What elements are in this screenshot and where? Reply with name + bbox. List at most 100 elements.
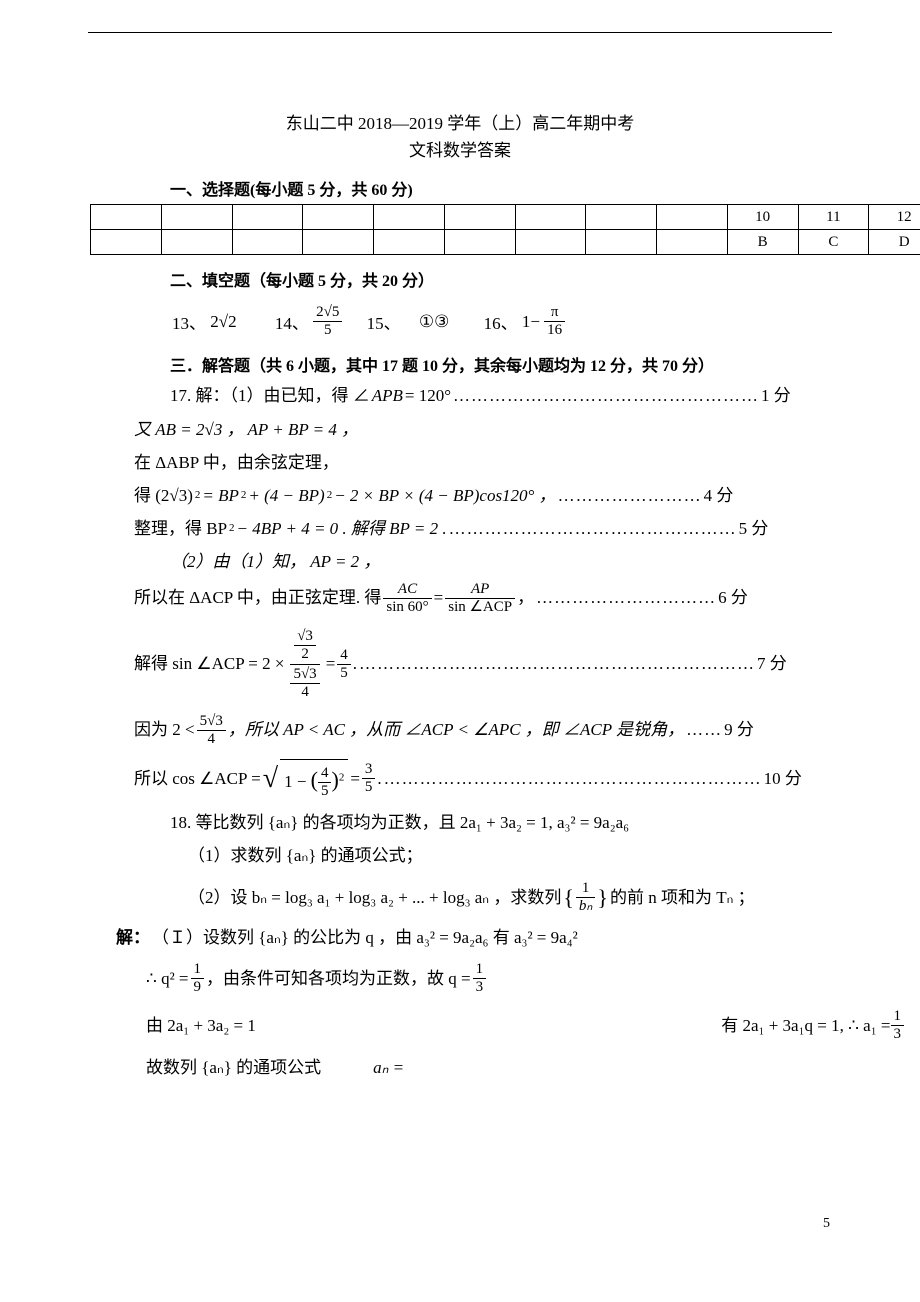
score: 5 分 [739, 515, 769, 542]
table-cell [444, 205, 515, 230]
num: 5√3 [197, 714, 226, 731]
den: 3 [473, 979, 487, 995]
dots: ………………………… [536, 584, 716, 611]
frac: 5√3 4 [197, 714, 226, 747]
text: − 2 × BP × (4 − BP)cos120° ， [334, 482, 555, 509]
text: ，所以 AP < AC ，从而 ∠ACP < ∠APC ，即 ∠ACP 是锐角， [228, 716, 684, 743]
score: 9 分 [724, 716, 754, 743]
frac: 1 3 [473, 962, 487, 995]
q18-l2: （1）求数列 {aₙ} 的通项公式； [188, 842, 820, 869]
den: 9 [191, 979, 205, 995]
den: 5 [337, 665, 351, 681]
text: 故数列 {aₙ} 的通项公式 [146, 1054, 321, 1081]
sup: 2 [195, 487, 201, 505]
num: √3 [294, 629, 316, 646]
right-part: 有 2a₁ + 3a₁q = 1, ∴ a₁ = 1 3 [721, 1009, 904, 1042]
num: AP [445, 582, 515, 599]
text: + (4 − BP) [248, 482, 324, 509]
page-number: 5 [823, 1216, 830, 1232]
text: 所以 cos ∠ACP = [134, 765, 261, 792]
num: 5√3 [290, 667, 319, 684]
table-cell: D [869, 230, 920, 255]
answer-table: 10 11 12 B C D [90, 204, 920, 255]
table-cell [91, 205, 162, 230]
fill-answers: 13、 2√2 14、 2√5 5 15、 ①③ 16、 1− π 16 [172, 305, 860, 338]
section1-heading: 一、选择题(每小题 5 分，共 60 分) [170, 176, 860, 200]
text: = [350, 765, 360, 792]
q17-l5: 整理，得 BP2 − 4BP + 4 = 0 . 解得 BP = 2 . ………… [134, 515, 820, 542]
q13-label: 13、 [172, 309, 206, 334]
frac: 4 5 [337, 648, 351, 681]
score: 6 分 [718, 584, 748, 611]
table-row: 10 11 12 [91, 205, 920, 230]
den: 5 [318, 783, 332, 799]
text: （2）设 bₙ = log₃ a₁ + log₃ a₂ + ... + log₃… [188, 884, 561, 911]
brace-icon: { [563, 888, 574, 908]
doc-title: 东山二中 2018—2019 学年（上）高二年期中考 [60, 110, 860, 137]
q16-value: π 16 [544, 305, 565, 338]
inner-frac: √3 2 [294, 629, 316, 662]
sqrt-body: 1 − (45)2 [280, 759, 348, 800]
table-cell [232, 205, 303, 230]
text: 18. 等比数列 {aₙ} 的各项均为正数，且 2a₁ + 3a₂ = 1, a… [170, 809, 629, 836]
q17-block: 17. 解：（1）由已知，得 ∠ APB = 120° ………………………………… [170, 382, 820, 799]
table-cell: 10 [727, 205, 798, 230]
complex-frac: √3 2 5√3 4 [286, 629, 323, 700]
q16-den: 16 [544, 322, 565, 338]
q18-block: 18. 等比数列 {aₙ} 的各项均为正数，且 2a₁ + 3a₂ = 1, a… [170, 809, 820, 914]
q17-l2: 又 AB = 2√3 ， AP + BP = 4 ， [134, 416, 820, 443]
q17-l6: （2）由（1）知， AP = 2 ， [170, 548, 820, 575]
q18-s2: ∴ q² = 1 9 ，由条件可知各项均为正数，故 q = 1 3 [146, 962, 820, 995]
q18-s1: 解： （Ｉ）设数列 {aₙ} 的公比为 q ，由 a₃² = 9a₂a₆ 有 a… [116, 924, 820, 951]
den: 2 [294, 646, 316, 662]
text: = BP [202, 482, 239, 509]
table-cell [161, 205, 232, 230]
table-cell [303, 230, 374, 255]
q13-value: 2√2 [210, 312, 236, 332]
q18-s3: 由 2a₁ + 3a₂ = 1 有 2a₁ + 3a₁q = 1, ∴ a₁ =… [146, 1009, 906, 1042]
q17-l9: 因为 2 < 5√3 4 ，所以 AP < AC ，从而 ∠ACP < ∠APC… [134, 714, 820, 747]
text: 整理，得 BP [134, 515, 227, 542]
den: 3 [891, 1026, 905, 1042]
text: APB [372, 382, 403, 409]
inner-frac: 5√3 4 [290, 667, 319, 700]
den: 5 [362, 779, 376, 795]
top-rule [88, 32, 832, 33]
frac: AC sin 60° [383, 582, 431, 615]
table-cell [374, 205, 445, 230]
section3-heading: 三．解答题（共 6 小题，其中 17 题 10 分，其余每小题均为 12 分，共… [170, 352, 860, 376]
frac: AP sin ∠ACP [445, 582, 515, 615]
table-cell [515, 230, 586, 255]
table-cell [515, 205, 586, 230]
doc-subtitle: 文科数学答案 [60, 137, 860, 164]
page: 东山二中 2018—2019 学年（上）高二年期中考 文科数学答案 一、选择题(… [0, 0, 920, 1302]
table-cell [657, 230, 728, 255]
q17-l7: 所以在 ΔACP 中，由正弦定理. 得 AC sin 60° = AP sin … [134, 582, 820, 615]
text: 的前 n 项和为 Tₙ ； [610, 884, 755, 911]
sup: 2 [241, 487, 247, 505]
den: sin ∠ACP [445, 599, 515, 615]
q16-label: 16、 [484, 309, 518, 334]
text: 17. 解：（1）由已知，得 ∠ [170, 382, 370, 409]
table-row: B C D [91, 230, 920, 255]
dots: …… [686, 716, 722, 743]
text: 由 2a₁ + 3a₂ = 1 [146, 1012, 256, 1039]
sup: 2 [229, 520, 235, 538]
solve-label: 解： [116, 924, 150, 951]
table-cell [303, 205, 374, 230]
num: 1 [473, 962, 487, 979]
den: 4 [290, 684, 319, 700]
text: 解得 sin ∠ACP = 2 × [134, 650, 284, 677]
text: ，由条件可知各项均为正数，故 q = [206, 965, 471, 992]
text: （Ｉ）设数列 {aₙ} 的公比为 q ，由 a₃² = 9a₂a₆ 有 a₃² … [152, 924, 578, 951]
q18-solution: 解： （Ｉ）设数列 {aₙ} 的公比为 q ，由 a₃² = 9a₂a₆ 有 a… [116, 924, 820, 1080]
text: 在 ΔABP 中，由余弦定理， [134, 449, 339, 476]
text: . [377, 765, 381, 792]
text: ∴ q² = [146, 965, 189, 992]
text: （1）求数列 {aₙ} 的通项公式； [188, 842, 423, 869]
frac: 45 [318, 766, 332, 799]
num: 3 [362, 762, 376, 779]
dots: …………………………………………… [453, 382, 759, 409]
table-cell [586, 205, 657, 230]
frac: 1 3 [891, 1009, 905, 1042]
